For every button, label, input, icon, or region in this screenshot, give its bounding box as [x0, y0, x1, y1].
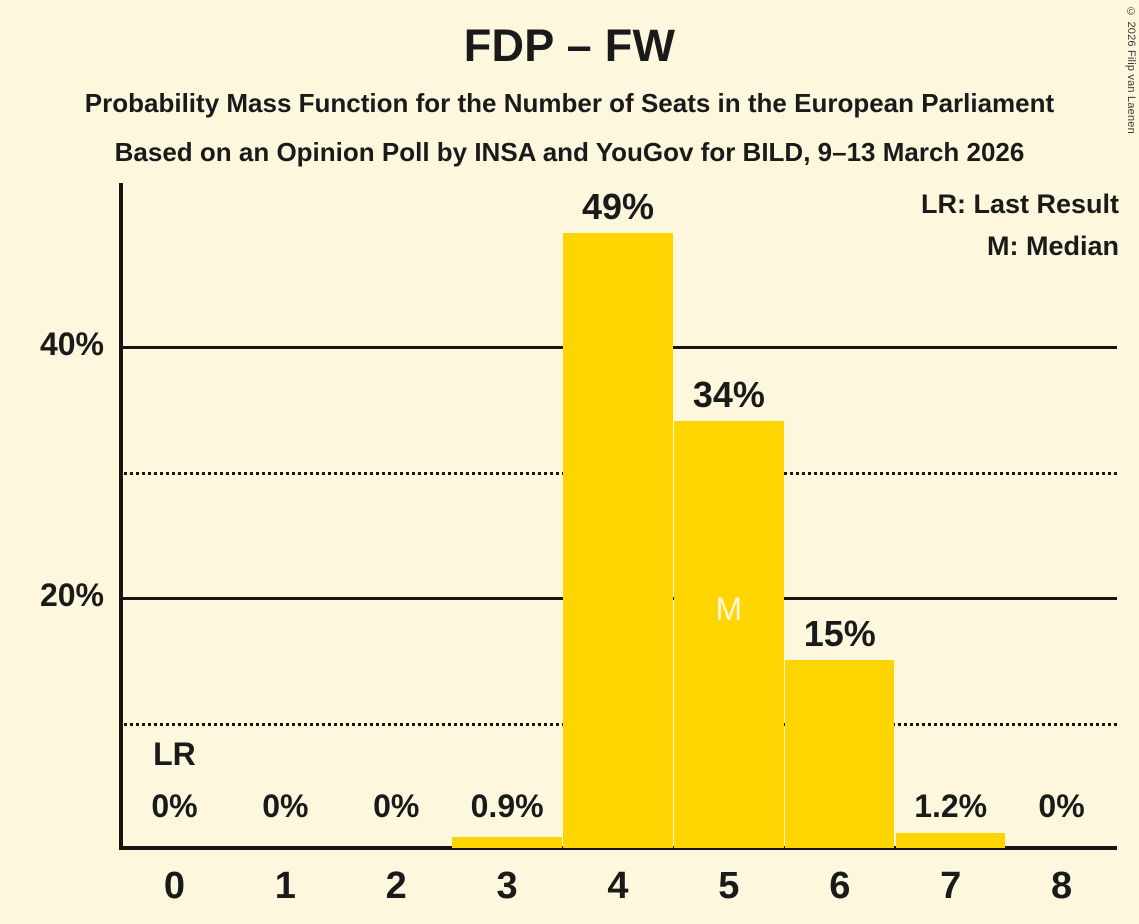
bar-value-label-5: 34%	[692, 374, 765, 416]
bar-value-label-0: 0%	[151, 788, 198, 824]
bar-value-label-4: 49%	[581, 186, 655, 228]
x-axis-tick-8: 8	[1050, 865, 1073, 907]
bar-value-label-6: 15%	[803, 612, 876, 654]
last-result-marker: LR	[153, 736, 196, 772]
y-axis-line	[119, 183, 123, 850]
chart-title: FDP – FW	[463, 20, 676, 71]
bar-7[interactable]	[895, 832, 1006, 848]
y-axis-tick-40: 40%	[39, 326, 104, 363]
x-axis-tick-6: 6	[829, 865, 851, 907]
x-axis-tick-3: 3	[496, 865, 518, 907]
bar-6[interactable]	[785, 659, 895, 848]
bar-4[interactable]	[563, 233, 673, 848]
y-axis-tick-20: 20%	[39, 577, 104, 614]
legend-item-median: M: Median	[987, 231, 1119, 261]
bar-value-label-7: 1.2%	[914, 788, 988, 824]
x-axis-tick-7: 7	[940, 865, 962, 907]
x-axis-tick-4: 4	[607, 865, 629, 907]
chart-subtitle-primary: Probability Mass Function for the Number…	[84, 88, 1055, 118]
copyright-notice: © 2026 Filip van Laenen	[1125, 6, 1137, 134]
plot-area: 0% 0% 0% 0.9% 49% 34% 15% 1.2% 0% M LR	[119, 183, 1117, 848]
median-marker: M	[715, 591, 743, 627]
bar-value-label-1: 0%	[262, 788, 309, 824]
bar-value-label-2: 0%	[373, 788, 420, 824]
bar-value-label-3: 0.9%	[470, 788, 544, 824]
bar-3[interactable]	[452, 836, 562, 848]
bar-value-label-8: 0%	[1038, 788, 1085, 824]
chart-legend: LR: Last Result M: Median	[921, 183, 1119, 267]
x-axis-tick-0: 0	[163, 865, 185, 907]
x-axis-tick-5: 5	[718, 865, 740, 907]
x-axis-tick-2: 2	[385, 865, 407, 907]
chart-subtitle-secondary: Based on an Opinion Poll by INSA and You…	[114, 137, 1025, 167]
bar-5[interactable]	[674, 421, 784, 848]
x-axis-line	[119, 846, 1117, 850]
x-axis-tick-1: 1	[274, 865, 296, 907]
legend-item-last-result: LR: Last Result	[920, 189, 1119, 219]
